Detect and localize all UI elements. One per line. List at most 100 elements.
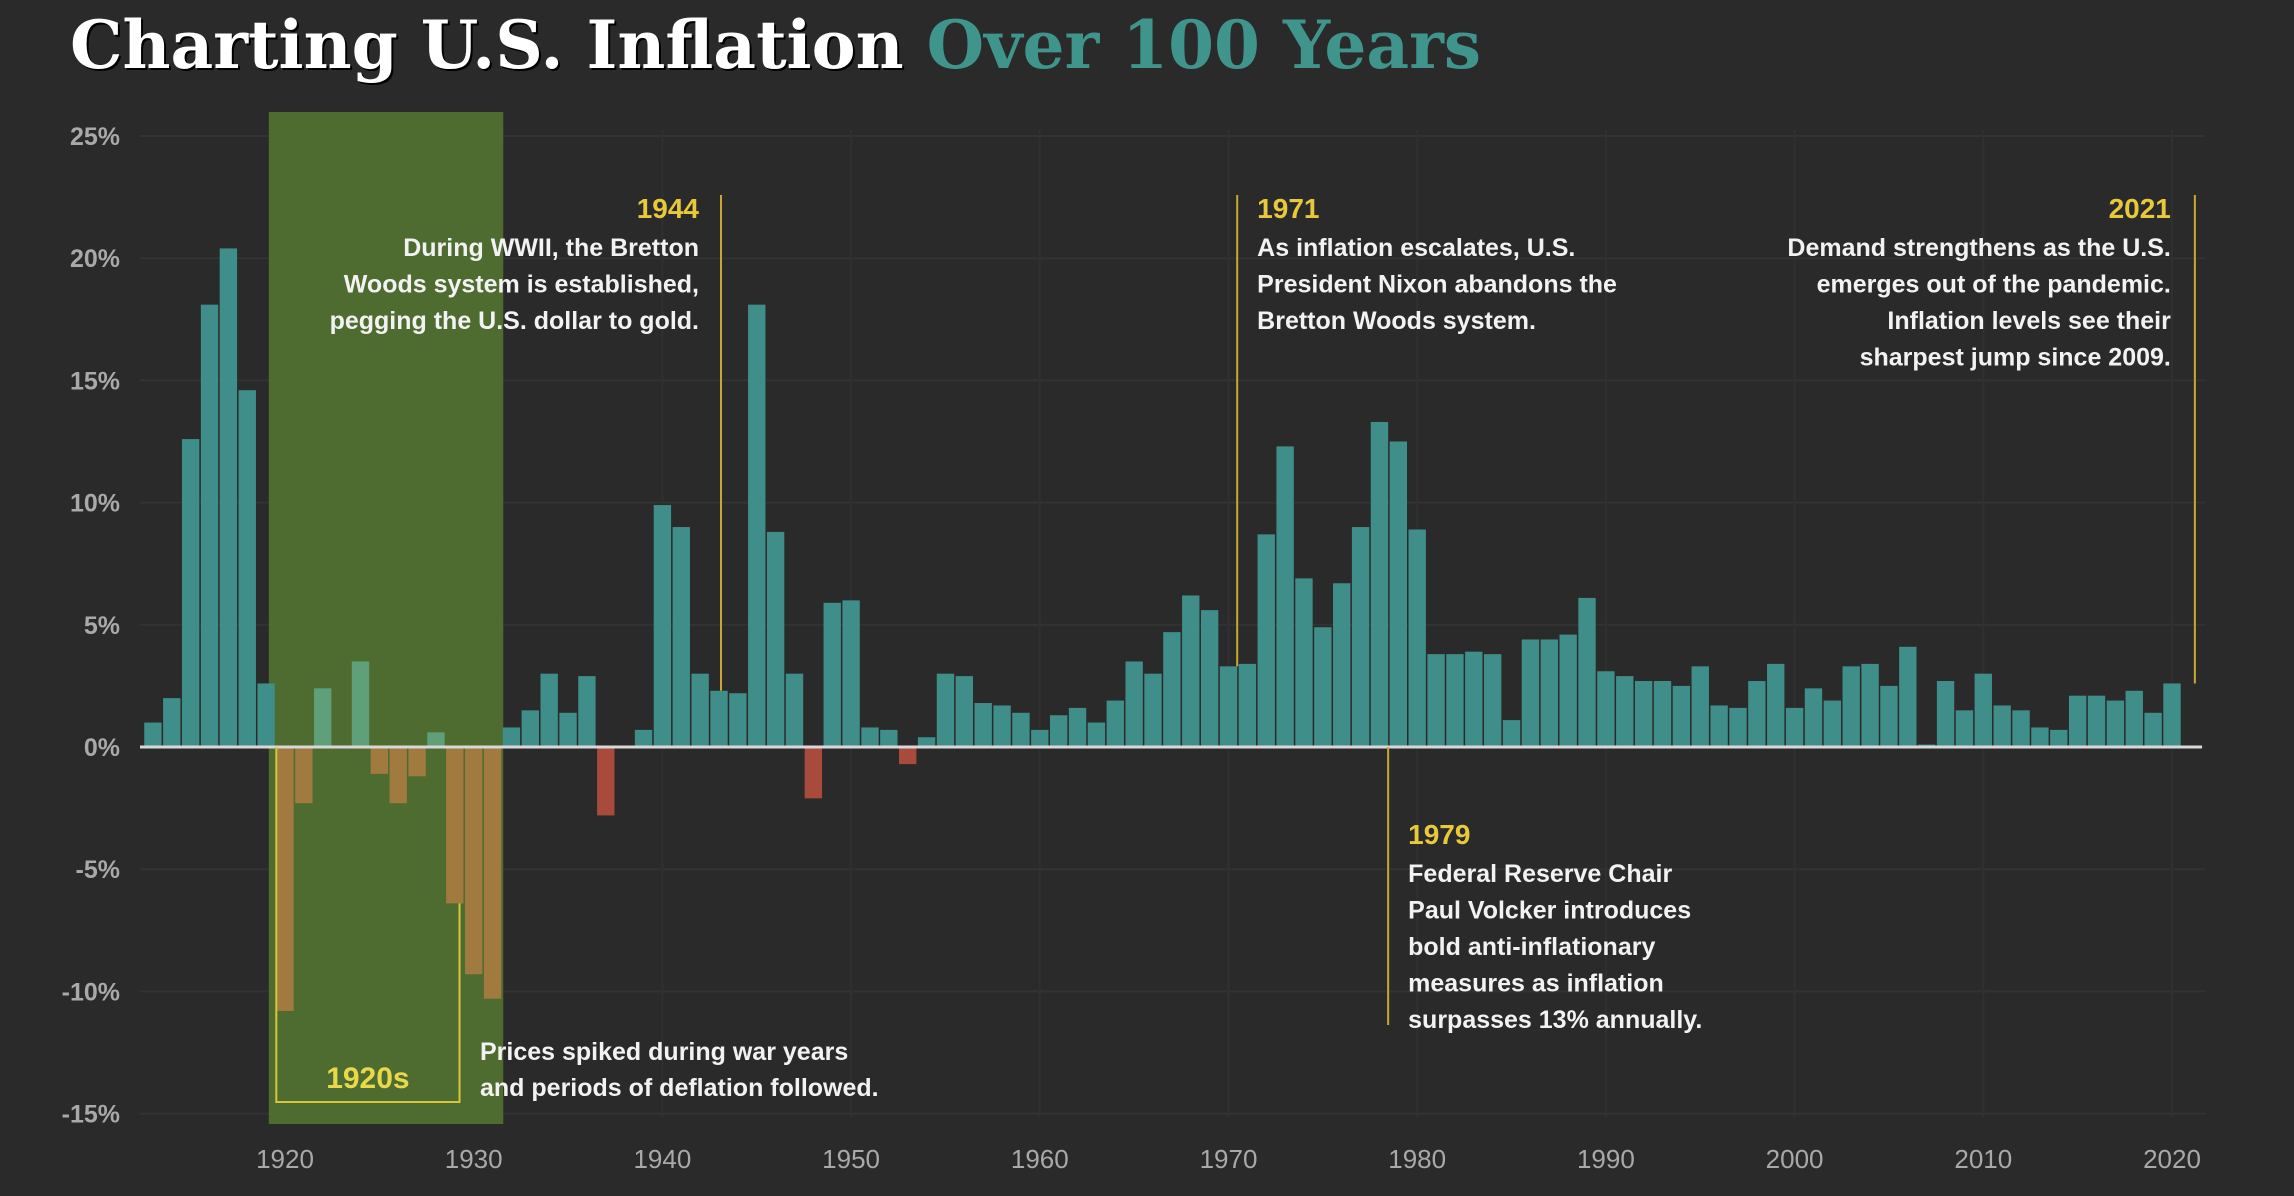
- bar-1920: [276, 747, 294, 1011]
- annotation-text-2021: Demand strengthens as the U.S.: [1787, 234, 2170, 262]
- bar-1996: [1710, 705, 1728, 747]
- bar-1993: [1653, 681, 1672, 747]
- annotation-text-1979: Paul Volcker introduces: [1408, 897, 1691, 925]
- bar-1919: [257, 683, 275, 747]
- x-tick-label: 1970: [1200, 1144, 1258, 1174]
- annotation-text-1979: surpasses 13% annually.: [1408, 1006, 1702, 1034]
- bar-1990: [1597, 671, 1615, 747]
- bar-1948: [804, 747, 823, 799]
- bar-1922: [314, 688, 332, 747]
- bar-1915: [181, 439, 200, 747]
- bar-1971: [1238, 663, 1257, 747]
- bar-1956: [955, 676, 974, 747]
- bar-1979: [1389, 441, 1408, 747]
- title-accent: Over 100 Years: [926, 6, 1482, 84]
- annotation-text-1971: As inflation escalates, U.S.: [1257, 234, 1575, 262]
- annotation-text-1944: pegging the U.S. dollar to gold.: [330, 307, 699, 335]
- bar-1989: [1578, 597, 1596, 747]
- bar-1994: [1672, 685, 1691, 747]
- bar-1942: [691, 673, 709, 747]
- bar-1955: [936, 673, 955, 747]
- bar-1995: [1691, 666, 1709, 747]
- chart-title: Charting U.S. Inflation Over 100 Years: [70, 6, 1481, 84]
- annotation-text-2021: Inflation levels see their: [1887, 307, 2171, 335]
- bar-2015: [2068, 695, 2087, 747]
- bar-1992: [1634, 681, 1653, 747]
- bar-1940: [653, 505, 672, 747]
- x-tick-label: 1920: [256, 1144, 314, 1174]
- bar-1930: [465, 747, 483, 975]
- bar-1972: [1257, 534, 1275, 747]
- bar-1936: [578, 676, 596, 747]
- bar-1933: [521, 710, 539, 747]
- region-note-line: Prices spiked during war years: [480, 1038, 848, 1066]
- bar-1945: [748, 304, 766, 747]
- bar-1941: [672, 527, 690, 747]
- x-tick-label: 1950: [822, 1144, 880, 1174]
- y-tick-label: 25%: [70, 123, 120, 151]
- bar-1963: [1087, 722, 1106, 747]
- bar-1934: [540, 673, 558, 747]
- bar-1977: [1351, 527, 1370, 747]
- bar-1997: [1729, 707, 1747, 747]
- bar-1958: [993, 705, 1011, 747]
- bar-2012: [2012, 710, 2030, 747]
- bar-1960: [1031, 729, 1049, 747]
- bar-1965: [1125, 661, 1143, 747]
- bar-2008: [1936, 681, 1955, 747]
- annotation-year-1971: 1971: [1257, 193, 1319, 224]
- bar-1937: [597, 747, 615, 816]
- bar-1943: [710, 690, 728, 747]
- bar-1939: [634, 729, 653, 747]
- bar-1962: [1068, 707, 1087, 747]
- bar-1974: [1295, 578, 1313, 747]
- bar-1914: [163, 698, 181, 747]
- bar-1924: [351, 661, 370, 747]
- bar-2014: [2050, 729, 2068, 747]
- bar-1976: [1333, 583, 1351, 747]
- bar-2017: [2106, 700, 2125, 747]
- bar-1985: [1502, 720, 1521, 747]
- y-tick-label: 5%: [84, 612, 120, 640]
- bar-1947: [785, 673, 804, 747]
- bar-1984: [1483, 654, 1502, 747]
- annotation-text-1971: Bretton Woods system.: [1257, 307, 1536, 335]
- bar-2013: [2031, 727, 2049, 747]
- annotation-text-1944: During WWII, the Bretton: [403, 234, 699, 262]
- x-tick-label: 1990: [1577, 1144, 1635, 1174]
- annotation-text-1971: President Nixon abandons the: [1257, 271, 1617, 299]
- bar-1916: [200, 304, 219, 747]
- annotation-text-1979: Federal Reserve Chair: [1408, 860, 1672, 888]
- bar-2005: [1880, 685, 1898, 747]
- bar-2016: [2087, 695, 2106, 747]
- bar-1980: [1408, 529, 1426, 747]
- bar-2010: [1974, 673, 1992, 747]
- bar-1999: [1767, 663, 1785, 747]
- bar-1978: [1370, 421, 1389, 747]
- y-tick-label: 10%: [70, 490, 120, 518]
- bar-1998: [1748, 681, 1766, 747]
- annotation-year-1944: 1944: [637, 193, 700, 224]
- y-tick-label: 0%: [84, 734, 120, 762]
- bar-1928: [427, 732, 445, 747]
- bar-1929: [446, 747, 464, 904]
- bar-1957: [974, 703, 992, 747]
- bar-1983: [1465, 651, 1483, 747]
- annotation-year-2021: 2021: [2109, 193, 2171, 224]
- bar-1918: [238, 390, 256, 747]
- bar-1982: [1446, 654, 1464, 747]
- annotation-text-2021: emerges out of the pandemic.: [1817, 271, 2171, 299]
- annotation-text-1979: measures as inflation: [1408, 970, 1664, 998]
- x-tick-label: 1960: [1011, 1144, 1069, 1174]
- bar-1917: [219, 248, 238, 747]
- bar-1981: [1427, 654, 1445, 747]
- bar-1935: [559, 712, 577, 747]
- bar-1970: [1219, 666, 1238, 747]
- bar-1925: [370, 747, 389, 774]
- annotation-text-1944: Woods system is established,: [344, 271, 699, 299]
- bar-1961: [1049, 715, 1068, 747]
- bar-1952: [880, 729, 898, 747]
- x-tick-label: 1940: [633, 1144, 691, 1174]
- bracket-1920s: [275, 747, 461, 1103]
